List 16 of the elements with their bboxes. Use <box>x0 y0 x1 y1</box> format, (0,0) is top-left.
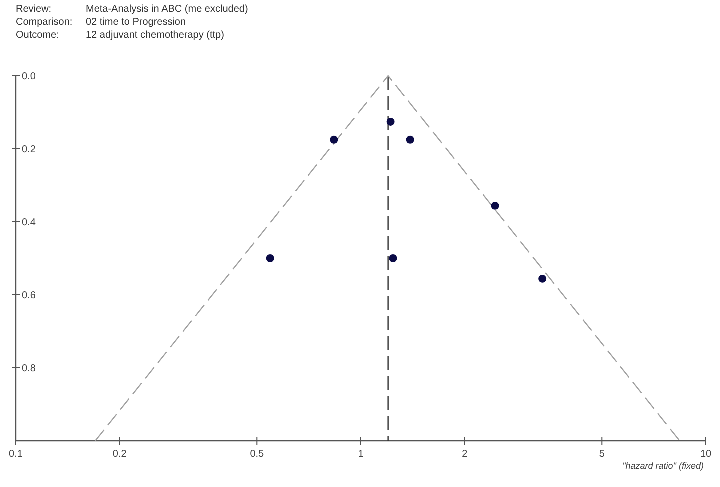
x-tick-label: 5 <box>599 449 606 460</box>
text: Review: Meta-Analysis in ABC (me excluded) <box>16 4 248 15</box>
x-tick-label: 0.5 <box>250 449 265 460</box>
x-tick-label: 0.1 <box>9 449 24 460</box>
y-tick-label: 0.2 <box>22 144 36 156</box>
x-axis-title: "hazard ratio" (fixed) <box>622 461 704 471</box>
x-tick-label: 10 <box>700 449 712 460</box>
y-tick-label: 0.8 <box>22 364 36 374</box>
x-tick-label: 2 <box>462 449 468 460</box>
text: Comparison: 02 time to Progression <box>16 17 186 28</box>
y-tick-label: 0.6 <box>22 290 36 302</box>
y-tick-label: 0.4 <box>22 218 36 228</box>
x-tick-label: 1 <box>358 449 364 460</box>
text: Outcome: 12 adjuvant chemotherapy (ttp) <box>16 30 224 41</box>
x-tick-label: 0.2 <box>112 449 128 460</box>
y-tick-label: 0.0 <box>22 72 36 82</box>
